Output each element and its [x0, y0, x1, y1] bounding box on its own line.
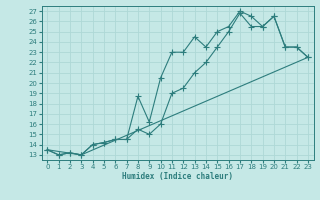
X-axis label: Humidex (Indice chaleur): Humidex (Indice chaleur)	[122, 172, 233, 181]
